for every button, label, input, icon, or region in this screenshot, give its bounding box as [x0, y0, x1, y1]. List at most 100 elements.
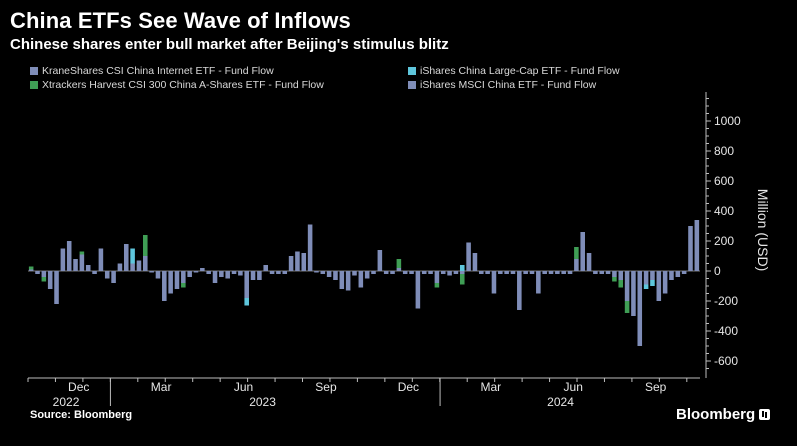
legend-swatch-ishares-msci [408, 81, 416, 89]
bar-s0-w19 [149, 271, 154, 273]
bar-s0-w36 [257, 271, 262, 280]
bar-s0-w51 [352, 271, 357, 276]
legend-label-ishares-msci: iShares MSCI China ETF - Fund Flow [420, 79, 597, 91]
bar-s0-w85 [567, 271, 573, 274]
bar-s0-w73 [491, 271, 497, 294]
bar-s2-w92 [612, 277, 617, 282]
bar-s0-w67 [453, 271, 459, 274]
bar-s0-w8 [79, 254, 85, 271]
bar-s0-w88 [586, 253, 592, 271]
bar-s0-w1 [35, 271, 40, 274]
x-month-label: Dec [398, 380, 419, 394]
bar-s0-w86 [574, 259, 579, 271]
x-year-label: 2024 [547, 395, 574, 409]
bar-s0-w84 [561, 271, 566, 274]
bar-s0-w100 [662, 271, 668, 294]
bloomberg-logo: Bloomberg [676, 406, 771, 423]
bar-s0-w105 [694, 220, 700, 271]
bar-s0-w92 [612, 271, 617, 277]
x-month-label: Sep [645, 380, 667, 394]
bar-s2-w2 [41, 277, 47, 282]
x-month-label: Mar [480, 380, 501, 394]
bar-s0-w104 [688, 226, 693, 271]
bar-s0-w35 [250, 271, 256, 280]
bar-s0-w57 [390, 271, 395, 274]
legend-item-ishares-large-cap: iShares China Large-Cap ETF - Fund Flow [408, 65, 620, 77]
bar-s0-w23 [174, 271, 180, 289]
bar-s2-w94 [624, 301, 630, 313]
bar-s0-w70 [472, 253, 478, 271]
bar-s1-w16 [130, 248, 135, 264]
bar-s0-w46 [320, 271, 326, 274]
bar-s0-w56 [383, 271, 389, 274]
y-tick-label: -600 [714, 354, 738, 368]
bar-s0-w96 [637, 271, 643, 346]
x-year-label: 2022 [53, 395, 80, 409]
bar-s0-w102 [675, 271, 681, 277]
bar-s0-w66 [447, 271, 452, 276]
bar-s0-w91 [605, 271, 611, 274]
bar-s0-w31 [225, 271, 230, 279]
bar-s0-w79 [529, 271, 535, 274]
bar-s0-w54 [371, 271, 376, 274]
legend-item-kraneshares: KraneShares CSI China Internet ETF - Fun… [30, 65, 274, 77]
bar-s0-w99 [656, 271, 662, 301]
bar-s0-w21 [162, 271, 167, 301]
bar-s0-w41 [288, 256, 294, 271]
bar-s0-w43 [301, 253, 307, 271]
bar-s1-w68 [459, 265, 465, 271]
bar-s0-w94 [624, 271, 630, 301]
chart-legend: KraneShares CSI China Internet ETF - Fun… [0, 62, 797, 92]
y-tick-label: 600 [714, 174, 734, 188]
bar-s0-w34 [244, 271, 249, 298]
bar-s0-w0 [28, 269, 34, 271]
bar-s0-w44 [307, 224, 313, 271]
bar-s2-w86 [574, 247, 579, 259]
bar-s1-w98 [650, 280, 655, 286]
bar-s0-w37 [263, 265, 269, 271]
legend-label-xtrackers: Xtrackers Harvest CSI 300 China A-Shares… [42, 79, 324, 91]
y-tick-label: 400 [714, 204, 734, 218]
bar-s0-w62 [421, 271, 427, 274]
legend-swatch-kraneshares [30, 67, 38, 75]
bar-s0-w47 [326, 271, 332, 277]
bar-s0-w68 [459, 271, 465, 274]
bar-s0-w83 [555, 271, 560, 274]
bar-s0-w45 [314, 271, 319, 273]
y-tick-label: -400 [714, 324, 738, 338]
bar-s0-w18 [143, 256, 148, 271]
bar-s0-w20 [155, 271, 161, 279]
bar-s0-w27 [200, 268, 205, 271]
bar-s0-w4 [54, 271, 59, 304]
bar-s0-w65 [440, 271, 446, 274]
bar-s0-w7 [73, 259, 78, 271]
bar-s0-w52 [358, 271, 364, 288]
bar-s0-w26 [193, 271, 199, 273]
bar-s1-w97 [643, 284, 649, 289]
bar-s2-w18 [143, 235, 148, 256]
bar-s2-w0 [28, 266, 34, 270]
bar-s1-w34 [244, 298, 249, 306]
bar-s0-w103 [681, 271, 687, 274]
legend-item-ishares-msci: iShares MSCI China ETF - Fund Flow [408, 79, 596, 91]
bar-s0-w42 [295, 251, 300, 271]
bar-s0-w16 [130, 263, 135, 271]
bar-s0-w40 [282, 271, 288, 274]
bar-s2-w93 [618, 280, 624, 288]
bar-s0-w76 [510, 271, 516, 274]
bar-s0-w50 [345, 271, 351, 291]
bar-s0-w90 [599, 271, 605, 274]
bar-s0-w72 [485, 271, 490, 274]
bar-s0-w48 [333, 271, 338, 280]
brand-name: Bloomberg [676, 406, 756, 423]
bar-s0-w78 [523, 271, 528, 274]
y-tick-label: 200 [714, 234, 734, 248]
bar-s0-w6 [66, 241, 72, 271]
bar-s0-w9 [85, 265, 91, 271]
bar-s2-w24 [181, 283, 186, 288]
bar-s0-w32 [231, 271, 237, 274]
x-month-label: Jun [234, 380, 253, 394]
bar-s0-w87 [580, 232, 585, 271]
bar-s0-w17 [136, 260, 142, 271]
